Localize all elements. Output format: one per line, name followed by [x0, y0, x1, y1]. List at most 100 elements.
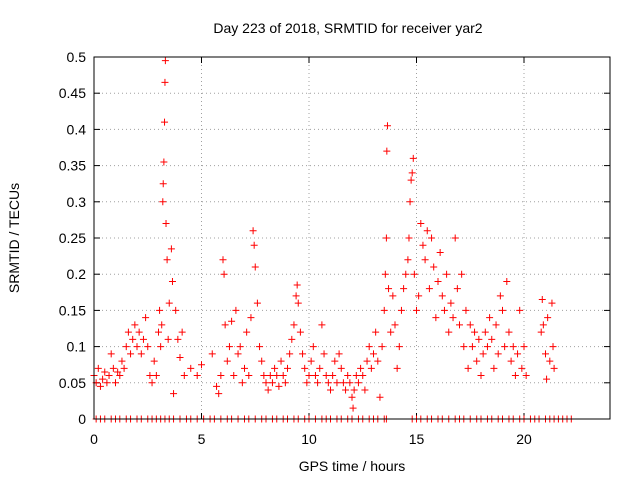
data-point	[220, 270, 228, 278]
data-point	[335, 350, 343, 358]
data-point	[539, 321, 547, 329]
data-point	[268, 379, 276, 387]
data-point	[245, 372, 253, 380]
y-tick-label: 0.2	[67, 266, 87, 282]
data-point	[124, 328, 132, 336]
data-point	[129, 335, 137, 343]
data-point	[294, 299, 302, 307]
data-point	[436, 248, 444, 256]
data-point	[284, 364, 291, 372]
data-point	[316, 364, 324, 372]
data-point	[367, 364, 375, 372]
data-point	[101, 368, 109, 376]
data-point	[477, 372, 485, 380]
data-point	[170, 390, 178, 398]
data-point	[346, 379, 354, 387]
data-point	[514, 350, 522, 358]
data-point	[432, 314, 440, 322]
data-point	[434, 277, 442, 285]
data-point	[296, 328, 304, 336]
data-point	[402, 270, 410, 278]
data-point	[213, 382, 221, 390]
data-point	[148, 379, 156, 387]
data-point	[139, 335, 147, 343]
y-tick-label: 0.1	[67, 339, 87, 355]
data-point	[258, 357, 266, 365]
data-point	[271, 364, 279, 372]
data-point	[537, 328, 545, 336]
data-point	[109, 364, 117, 372]
data-point	[348, 393, 356, 401]
data-point	[438, 292, 446, 300]
data-point	[161, 118, 169, 126]
data-point	[217, 372, 225, 380]
data-point	[389, 292, 397, 300]
data-point	[275, 382, 283, 390]
data-point	[344, 372, 352, 380]
x-tick-label: 0	[90, 431, 98, 447]
data-point	[385, 285, 393, 293]
data-point	[107, 350, 115, 358]
data-point	[378, 343, 386, 351]
data-point	[172, 306, 180, 314]
data-point	[408, 169, 416, 177]
data-point	[331, 357, 339, 365]
data-point	[266, 372, 274, 380]
data-point	[440, 306, 448, 314]
x-tick-labels: 0 5 10 15 20	[90, 431, 532, 447]
data-point	[430, 263, 438, 271]
data-point	[409, 154, 417, 162]
data-point	[208, 350, 216, 358]
data-point	[159, 198, 167, 206]
data-point	[337, 364, 345, 372]
data-point	[550, 364, 558, 372]
data-point	[198, 361, 205, 369]
data-point	[383, 122, 391, 130]
data-point	[458, 270, 466, 278]
data-point	[116, 372, 124, 380]
data-point	[518, 364, 526, 372]
data-point	[468, 343, 476, 351]
data-point	[158, 321, 166, 329]
data-point	[329, 372, 337, 380]
data-point	[161, 57, 169, 65]
data-point	[314, 379, 322, 387]
data-point	[447, 299, 455, 307]
data-point	[157, 343, 165, 351]
data-point	[120, 364, 128, 372]
data-point	[466, 321, 474, 329]
data-point	[150, 357, 158, 365]
data-point	[253, 299, 261, 307]
data-point	[404, 256, 412, 264]
data-point	[168, 277, 176, 285]
data-point	[342, 386, 350, 394]
x-tick-label: 15	[409, 431, 425, 447]
data-point	[94, 364, 102, 372]
data-point	[327, 386, 334, 394]
data-point	[230, 372, 238, 380]
data-point	[421, 256, 429, 264]
data-point	[499, 306, 506, 314]
data-point	[144, 343, 152, 351]
data-point	[387, 328, 395, 336]
data-point	[428, 234, 436, 242]
data-point	[178, 328, 186, 336]
data-point	[509, 343, 517, 351]
data-point	[406, 198, 414, 206]
data-point	[405, 234, 413, 242]
data-point	[546, 357, 554, 365]
data-point	[410, 270, 418, 278]
data-point	[350, 386, 358, 394]
data-point	[236, 343, 244, 351]
data-point	[105, 372, 113, 380]
y-tick-label: 0	[78, 411, 86, 427]
data-point	[256, 343, 264, 351]
data-point	[473, 357, 481, 365]
data-point	[494, 350, 502, 358]
data-point	[376, 393, 384, 401]
data-point	[363, 357, 371, 365]
data-point	[112, 379, 119, 387]
data-point	[309, 343, 317, 351]
